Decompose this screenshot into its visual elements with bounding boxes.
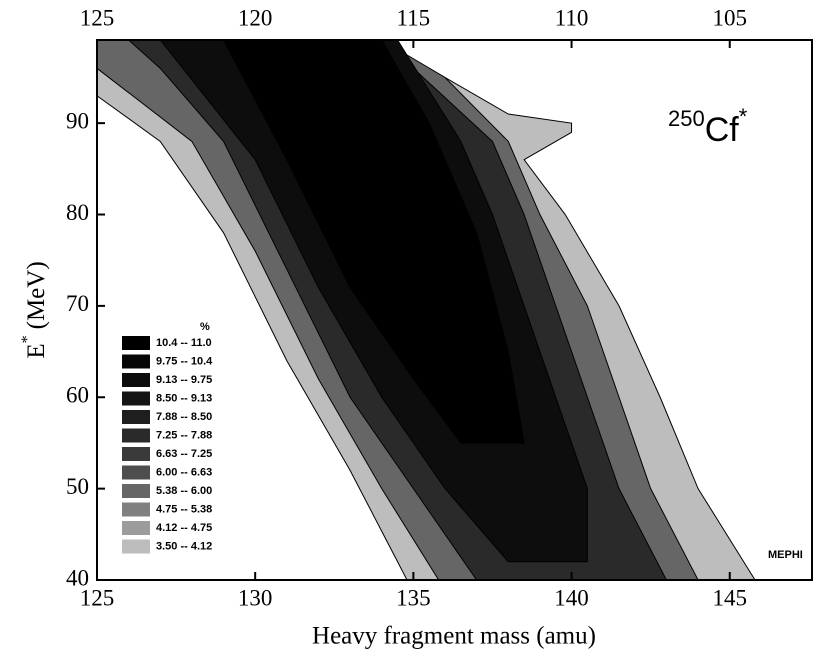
x-tick-label: 145 [712, 585, 747, 610]
plot-frame [96, 39, 813, 581]
y-label-symbol: E [23, 343, 50, 358]
legend-label: 5.38 -- 6.00 [156, 485, 212, 497]
x-tick-label: 140 [554, 585, 589, 610]
x2-tick-label: 125 [80, 5, 115, 30]
annotation-mass: 250 [668, 106, 705, 131]
legend-swatch [122, 391, 150, 406]
legend-label: 7.88 -- 8.50 [156, 411, 212, 423]
y-label-unit: (MeV) [23, 261, 50, 329]
legend-label: 3.50 -- 4.12 [156, 540, 212, 552]
x2-tick-label: 115 [397, 5, 431, 30]
y-tick-label: 40 [66, 565, 89, 590]
annotation-element: Cf [705, 111, 740, 149]
legend-swatch [122, 373, 150, 387]
legend-swatch [122, 428, 150, 443]
legend-swatch [122, 539, 150, 554]
x-tick-label: 135 [396, 585, 431, 610]
legend-swatch [122, 354, 150, 369]
y-label-sup: * [19, 335, 36, 343]
x-tick-label: 125 [80, 585, 115, 610]
legend-swatch [122, 410, 150, 424]
y-tick-label: 70 [66, 291, 89, 316]
y-tick-label: 80 [66, 200, 89, 225]
legend-swatch [122, 336, 150, 350]
legend-label: 8.50 -- 9.13 [156, 392, 212, 404]
x-axis-label: Heavy fragment mass (amu) [312, 623, 596, 650]
credit: MEPHI [768, 549, 803, 561]
x2-tick-label: 120 [238, 5, 273, 30]
x2-tick-label: 105 [712, 5, 747, 30]
annotation: 250Cf* [668, 104, 748, 149]
legend-label: 7.25 -- 7.88 [156, 429, 212, 441]
annotation-sup: * [739, 104, 748, 129]
legend-swatch [122, 447, 150, 461]
x2-tick-label: 110 [555, 5, 589, 30]
x-tick-label: 130 [238, 585, 273, 610]
legend-title: % [200, 321, 210, 333]
legend-swatch [122, 502, 150, 517]
legend-swatch [122, 465, 150, 480]
legend-label: 4.75 -- 5.38 [156, 503, 212, 515]
y-tick-label: 50 [66, 474, 89, 499]
y-tick-label: 90 [66, 108, 89, 133]
legend-swatch [122, 521, 150, 535]
contour-region [222, 39, 525, 444]
legend-swatch [122, 484, 150, 498]
legend-label: 4.12 -- 4.75 [156, 522, 212, 534]
y-tick-label: 60 [66, 383, 89, 408]
y-axis-label: E* (MeV) [19, 261, 50, 358]
legend-label: 6.63 -- 7.25 [156, 448, 212, 460]
legend-label: 10.4 -- 11.0 [156, 337, 212, 349]
legend-label: 9.75 -- 10.4 [156, 355, 213, 367]
plot-area [96, 39, 756, 581]
legend-label: 6.00 -- 6.63 [156, 466, 212, 478]
legend-label: 9.13 -- 9.75 [156, 374, 212, 386]
